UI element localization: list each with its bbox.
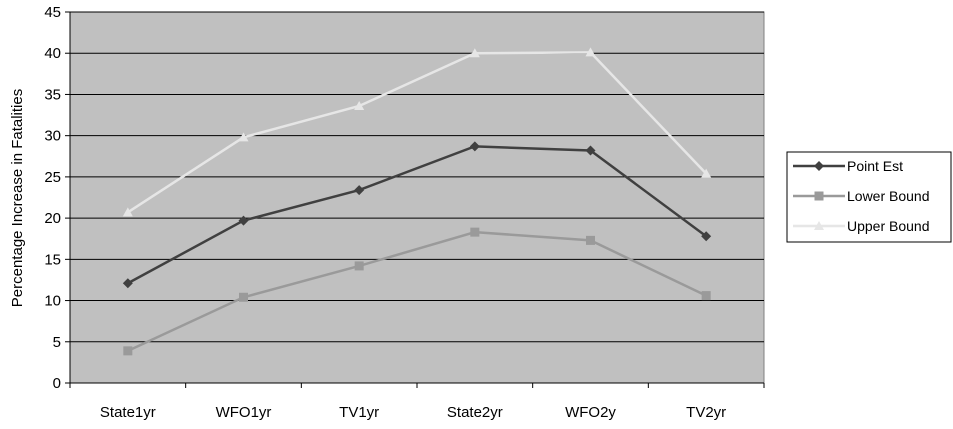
y-tick-label: 30	[44, 128, 61, 145]
x-tick-label: WFO1yr	[216, 404, 272, 421]
y-tick-label: 35	[44, 86, 61, 103]
x-tick-label: State2yr	[447, 404, 503, 421]
y-tick-label: 45	[44, 4, 61, 21]
data-point	[470, 227, 480, 237]
legend-item: Point Est	[793, 158, 903, 174]
data-point	[701, 168, 712, 178]
y-tick-label: 15	[44, 251, 61, 268]
legend-label: Lower Bound	[847, 188, 930, 204]
legend: Point Est Lower Bound Upper Bound	[786, 151, 952, 243]
data-point	[122, 278, 133, 289]
legend-marker	[814, 161, 824, 171]
x-axis-ticks: State1yr WFO1yr TV1yr State2yr WFO2y TV2yr	[69, 382, 765, 421]
series-group	[122, 47, 712, 356]
series-line	[127, 51, 708, 214]
data-point	[469, 141, 480, 152]
legend-item: Upper Bound	[793, 218, 930, 234]
series-line	[127, 230, 707, 352]
data-point	[585, 47, 596, 57]
legend-label: Upper Bound	[847, 218, 930, 234]
x-tick-label: State1yr	[100, 404, 156, 421]
y-tick-label: 0	[53, 375, 61, 392]
data-point	[354, 100, 365, 110]
y-tick-label: 40	[44, 45, 61, 62]
data-point	[239, 292, 248, 302]
data-point	[586, 235, 595, 245]
x-tick-label: TV1yr	[339, 404, 379, 421]
x-tick-label: WFO2y	[565, 404, 616, 421]
y-axis-ticks: 0 5 10 15 20 25 30 35 40 45	[44, 4, 71, 392]
y-tick-label: 25	[44, 169, 61, 186]
y-axis-title: Percentage Increase in Fatalities	[9, 89, 26, 307]
series-upper-bound	[122, 47, 712, 217]
legend-marker	[814, 191, 824, 201]
data-point	[701, 291, 711, 301]
data-point	[469, 48, 480, 58]
y-tick-label: 5	[53, 334, 61, 351]
legend-item: Lower Bound	[793, 188, 930, 204]
data-point	[238, 132, 249, 142]
data-point	[123, 346, 133, 356]
gridlines	[70, 11, 764, 343]
y-tick-label: 20	[44, 210, 61, 227]
series-line	[127, 145, 707, 285]
data-point	[354, 261, 364, 271]
legend-label: Point Est	[847, 158, 903, 174]
data-point	[701, 231, 712, 242]
legend-marker	[814, 221, 824, 230]
series-point-est	[122, 141, 712, 289]
data-point	[585, 145, 596, 156]
y-tick-label: 10	[44, 293, 61, 310]
data-point	[122, 207, 133, 217]
x-tick-label: TV2yr	[686, 404, 726, 421]
series-lower-bound	[123, 227, 711, 356]
data-point	[238, 215, 249, 226]
plot-area	[69, 11, 765, 384]
data-point	[354, 185, 365, 196]
